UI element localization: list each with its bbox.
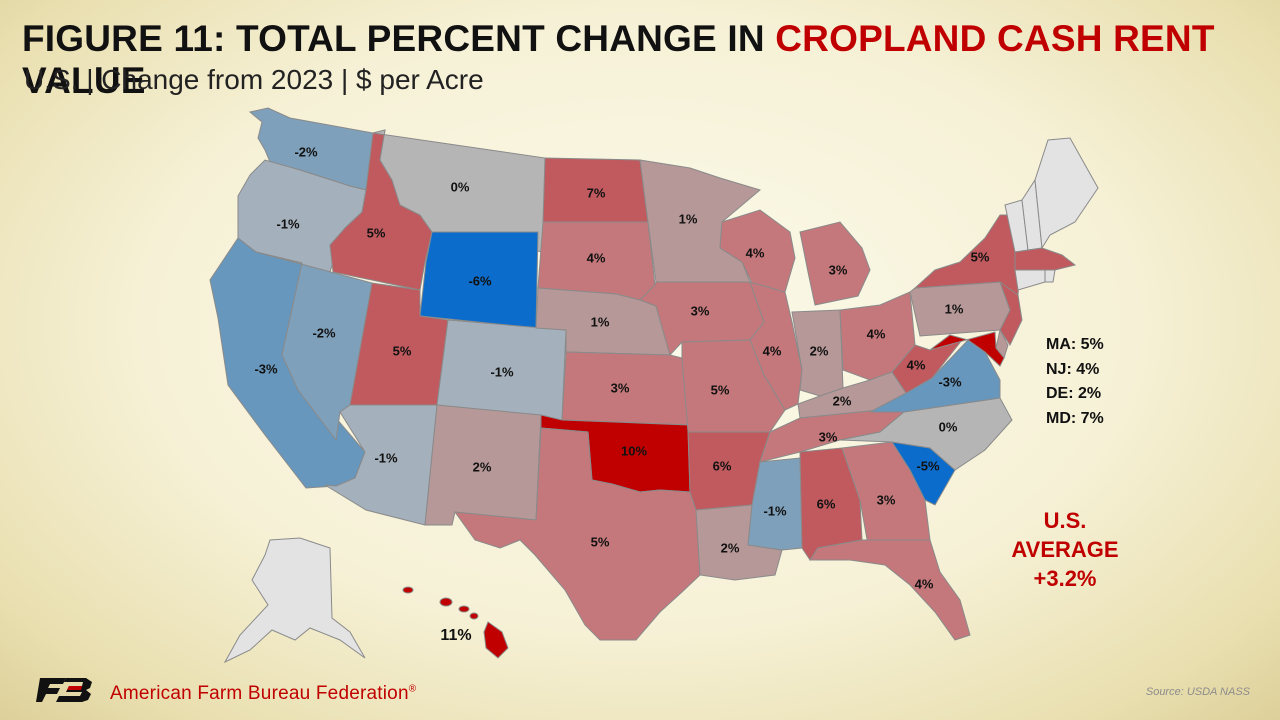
- us-average-line2: AVERAGE: [1011, 537, 1119, 562]
- label-AZ: -1%: [374, 450, 398, 465]
- label-PA: 1%: [945, 301, 964, 316]
- label-SC: -5%: [916, 458, 940, 473]
- label-MS: -1%: [763, 503, 787, 518]
- label-CA: -3%: [254, 361, 278, 376]
- footer-org-name: American Farm Bureau Federation: [110, 683, 409, 704]
- label-HI: 11%: [440, 627, 471, 644]
- label-ND: 7%: [587, 185, 606, 200]
- label-IL: 4%: [763, 343, 782, 358]
- label-MT: 0%: [451, 179, 470, 194]
- label-WV: 4%: [907, 357, 926, 372]
- label-NV: -2%: [312, 325, 336, 340]
- state-CT[interactable]: [1014, 269, 1046, 291]
- state-MA[interactable]: [1014, 247, 1077, 271]
- state-MI[interactable]: [799, 221, 871, 306]
- label-TN: 3%: [819, 429, 838, 444]
- label-TX: 5%: [591, 534, 610, 549]
- label-KY: 2%: [833, 393, 852, 408]
- label-NE: 1%: [591, 314, 610, 329]
- label-FL: 4%: [915, 576, 934, 591]
- us-average-line1: U.S.: [1043, 508, 1087, 533]
- label-KS: 3%: [611, 380, 630, 395]
- label-AL: 6%: [817, 496, 836, 511]
- title-highlight: CROPLAND CASH RENT: [775, 18, 1215, 59]
- label-MN: 1%: [679, 211, 698, 226]
- registered-mark: ®: [408, 683, 417, 695]
- footer-organization: American Farm Bureau Federation®: [110, 683, 416, 705]
- state-HI[interactable]: [402, 586, 509, 659]
- label-OK: 10%: [621, 443, 647, 458]
- label-CO: -1%: [490, 364, 514, 379]
- state-NJ[interactable]: [998, 280, 1023, 347]
- us-average-callout: U.S. AVERAGE +3.2%: [995, 506, 1135, 593]
- state-RI[interactable]: [1044, 269, 1056, 283]
- label-OH: 4%: [867, 326, 886, 341]
- label-MO: 5%: [711, 382, 730, 397]
- us-average-value: +3.2%: [1033, 566, 1097, 591]
- state-FL[interactable]: [809, 539, 971, 641]
- state-value-labels: -2% -1% -3% -2% 5% 0% -6% 5% -1% -1% 2% …: [254, 144, 989, 644]
- label-WA: -2%: [294, 144, 318, 159]
- state-TX[interactable]: [453, 427, 701, 641]
- title-prefix: FIGURE 11: TOTAL PERCENT CHANGE IN: [22, 18, 776, 59]
- small-state-item-md: MD: 7%: [1046, 409, 1104, 427]
- small-state-item-ma: MA: 5%: [1046, 336, 1104, 353]
- small-states-list: MA: 5% NJ: 4% DE: 2% MD: 7%: [1046, 333, 1104, 431]
- label-NM: 2%: [473, 459, 492, 474]
- label-GA: 3%: [877, 492, 896, 507]
- label-SD: 4%: [587, 250, 606, 265]
- state-WY[interactable]: [419, 231, 539, 329]
- state-MD[interactable]: [929, 331, 1005, 367]
- label-VA: -3%: [938, 374, 962, 389]
- label-IN: 2%: [810, 343, 829, 358]
- state-IL[interactable]: [749, 281, 803, 411]
- label-NY: 5%: [971, 249, 990, 264]
- small-state-item-nj: NJ: 4%: [1046, 360, 1100, 378]
- label-AR: 6%: [713, 458, 732, 473]
- state-ME[interactable]: [1034, 137, 1099, 250]
- label-UT: 5%: [393, 343, 412, 358]
- label-OR: -1%: [276, 216, 300, 231]
- figure-title: FIGURE 11: TOTAL PERCENT CHANGE IN CROPL…: [22, 18, 1280, 102]
- label-WI: 4%: [746, 245, 765, 260]
- small-state-item-de: DE: 2%: [1046, 385, 1102, 402]
- label-ID: 5%: [367, 225, 386, 240]
- state-AK[interactable]: [223, 537, 366, 664]
- label-WY: -6%: [468, 273, 492, 288]
- figure-subtitle: U.S. | Change from 2023 | $ per Acre: [24, 64, 484, 95]
- label-NC: 0%: [939, 419, 958, 434]
- fb-logo-icon: [36, 678, 92, 702]
- label-IA: 3%: [691, 303, 710, 318]
- title-suffix: VALUE: [22, 60, 146, 101]
- label-MI: 3%: [829, 262, 848, 277]
- source-note: Source: USDA NASS: [1145, 686, 1250, 698]
- label-LA: 2%: [721, 540, 740, 555]
